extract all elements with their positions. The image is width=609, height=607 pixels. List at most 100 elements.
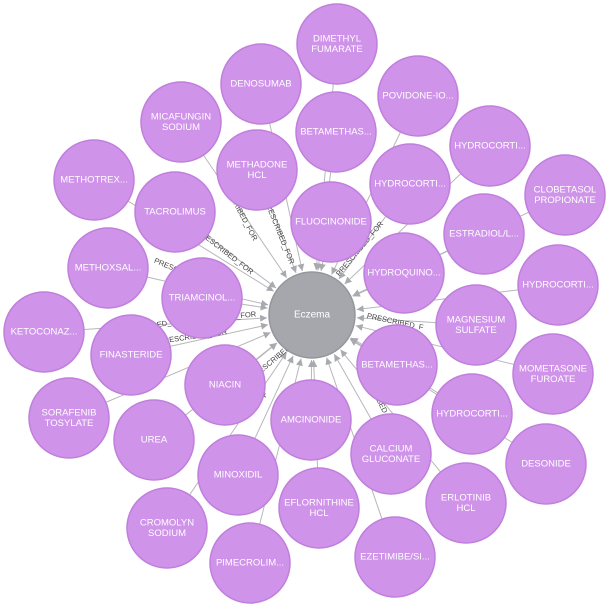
node-hydrocorti-2[interactable]: HYDROCORTI... [369, 143, 451, 225]
node-desonide[interactable]: DESONIDE [505, 423, 587, 505]
node-hydrocorti-1[interactable]: HYDROCORTI... [449, 105, 531, 187]
node-finasteride[interactable]: FINASTERIDE [90, 314, 172, 396]
node-methoxsal[interactable]: METHOXSAL... [67, 227, 149, 309]
drug-node-label: SULFATE [455, 325, 497, 336]
node-fluocinonide[interactable]: FLUOCINONIDE [290, 181, 372, 263]
drug-node-circle[interactable] [290, 181, 372, 263]
drug-node-circle[interactable] [209, 522, 291, 604]
center-node[interactable] [268, 271, 356, 359]
drug-node-circle[interactable] [363, 232, 445, 314]
drug-node-label: MOMETASONE [519, 363, 587, 374]
drug-node-circle[interactable] [431, 373, 513, 455]
drug-node-label: BETAMETHAS... [300, 127, 372, 138]
drug-node-label: HCL [309, 508, 328, 519]
drug-node-label: NIACIN [209, 380, 241, 391]
node-tacrolimus[interactable]: TACROLIMUS [134, 171, 216, 253]
edge-methadone-hcl [270, 207, 297, 274]
drug-node-circle[interactable] [220, 43, 302, 125]
drug-node-circle[interactable] [524, 154, 606, 236]
drug-node-circle[interactable] [425, 462, 507, 544]
drug-node-label: METHADONE [227, 159, 288, 170]
node-triamcinol[interactable]: TRIAMCINOL... [161, 257, 243, 339]
drug-node-circle[interactable] [505, 423, 587, 505]
drug-node-label: CALCIUM [370, 443, 413, 454]
edge-magnesium-sulfate [356, 314, 437, 324]
node-minoxidil[interactable]: MINOXIDIL [197, 434, 279, 516]
drug-node-circle[interactable] [356, 324, 438, 406]
drug-node-circle[interactable] [369, 143, 451, 225]
drug-node-circle[interactable] [296, 3, 378, 85]
node-urea[interactable]: UREA [113, 399, 195, 481]
drug-node-circle[interactable] [512, 333, 594, 415]
drug-node-circle[interactable] [53, 139, 135, 221]
drug-node-circle[interactable] [278, 467, 360, 549]
node-ketoconaz[interactable]: KETOCONAZ... [3, 291, 85, 373]
drug-node-circle[interactable] [295, 91, 377, 173]
node-hydrocorti-4[interactable]: HYDROCORTI... [431, 373, 513, 455]
drug-node-circle[interactable] [113, 399, 195, 481]
drug-node-circle[interactable] [3, 291, 85, 373]
drug-node-circle[interactable] [443, 193, 525, 275]
node-pimecrolim[interactable]: PIMECROLIM... [209, 522, 291, 604]
drug-node-label: MICAFUNGIN [151, 111, 211, 122]
drug-node-label: AMCINONIDE [281, 415, 342, 426]
drug-node-circle[interactable] [140, 81, 222, 163]
drug-node-circle[interactable] [67, 227, 149, 309]
edge-calcium-gluconate [333, 353, 372, 420]
drug-node-circle[interactable] [449, 105, 531, 187]
node-betamethas-2[interactable]: BETAMETHAS... [356, 324, 438, 406]
drug-node-label: DESONIDE [521, 459, 571, 470]
drug-node-circle[interactable] [270, 379, 352, 461]
drug-node-circle[interactable] [435, 284, 517, 366]
node-hydrocorti-3[interactable]: HYDROCORTI... [517, 244, 599, 326]
drug-node-label: MAGNESIUM [447, 314, 506, 325]
drug-node-label: KETOCONAZ... [11, 327, 78, 338]
drug-node-circle[interactable] [134, 171, 216, 253]
node-povidone-io[interactable]: POVIDONE-IO... [377, 55, 459, 137]
drug-node-circle[interactable] [354, 516, 436, 598]
drug-node-circle[interactable] [197, 434, 279, 516]
drug-node-circle[interactable] [350, 413, 432, 495]
drug-node-circle[interactable] [90, 314, 172, 396]
drug-node-label: HYDROQUINO... [367, 268, 440, 279]
drug-node-label: HYDROCORTI... [454, 141, 526, 152]
node-amcinonide[interactable]: AMCINONIDE [270, 379, 352, 461]
edge-fluocinonide [318, 261, 326, 272]
drug-node-circle[interactable] [28, 377, 110, 459]
drug-node-circle[interactable] [184, 344, 266, 426]
center-node-group[interactable]: Eczema [268, 271, 356, 359]
drug-node-circle[interactable] [126, 487, 208, 569]
node-hydroquino[interactable]: HYDROQUINO... [363, 232, 445, 314]
drug-node-circle[interactable] [161, 257, 243, 339]
node-ezetimibe[interactable]: EZETIMIBE/SI... [354, 516, 436, 598]
node-betamethas-1[interactable]: BETAMETHAS... [295, 91, 377, 173]
node-niacin[interactable]: NIACIN [184, 344, 266, 426]
node-denosumab[interactable]: DENOSUMAB [220, 43, 302, 125]
drug-node-circle[interactable] [216, 129, 298, 211]
edge-finasteride [169, 322, 269, 347]
drug-node-circle[interactable] [517, 244, 599, 326]
drug-node-label: CROMOLYN [140, 517, 194, 528]
node-methotrex[interactable]: METHOTREX... [53, 139, 135, 221]
drug-node-label: FINASTERIDE [100, 350, 163, 361]
drug-node-label: FLUOCINONIDE [295, 217, 367, 228]
drug-node-label: BETAMETHAS... [361, 360, 433, 371]
drug-node-label: EZETIMIBE/SI... [360, 552, 430, 563]
drug-node-circle[interactable] [377, 55, 459, 137]
drug-node-label: FUMARATE [311, 44, 363, 55]
node-estradiol[interactable]: ESTRADIOL/L... [443, 193, 525, 275]
